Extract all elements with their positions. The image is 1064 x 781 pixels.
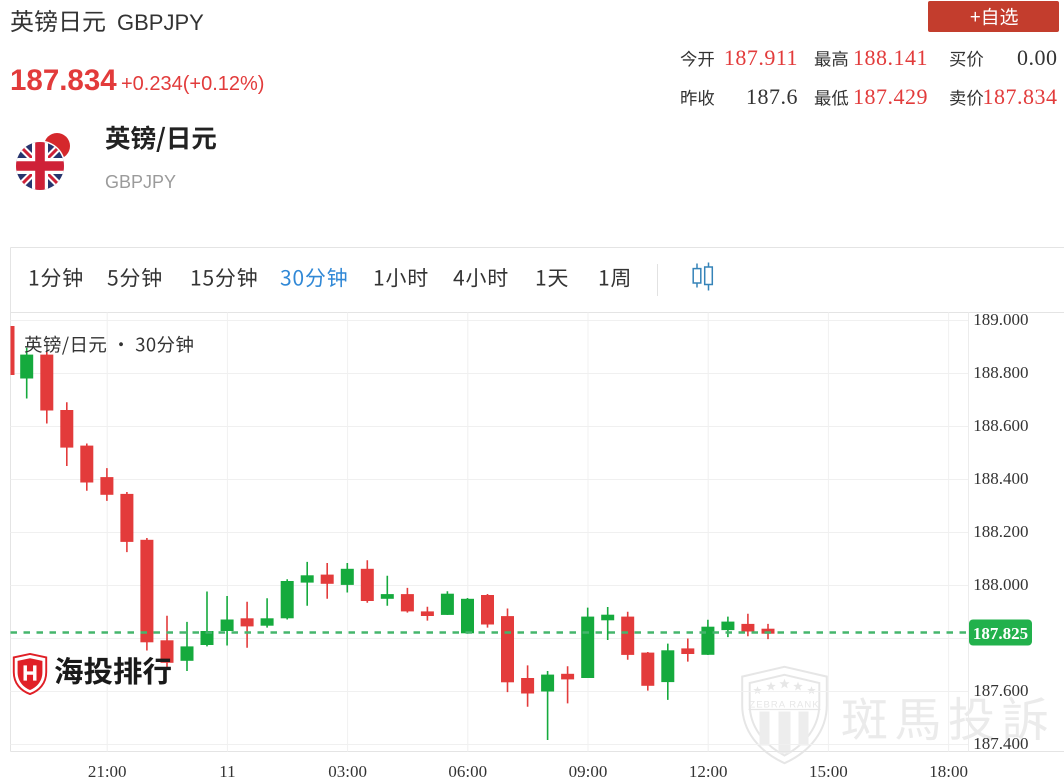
svg-text:ZEBRA RANK: ZEBRA RANK [749, 700, 819, 711]
